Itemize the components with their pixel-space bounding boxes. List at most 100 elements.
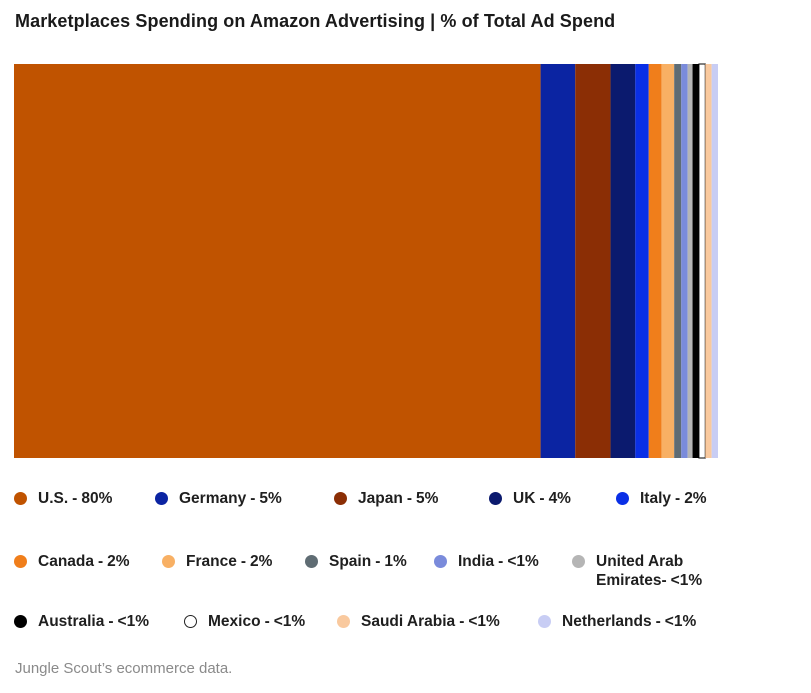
legend-marker-icon [334,492,347,505]
legend-series-value: <1% [507,553,539,570]
legend-marker-icon [538,615,551,628]
legend-series-value: 1% [384,553,407,570]
legend-series-value: <1% [664,613,697,630]
legend-series-value: <1% [670,572,703,589]
legend-item-uk: UK -4% [489,489,571,508]
legend-item-italy: Italy -2% [616,489,707,508]
legend-label: United Arab Emirates- <1% [596,552,702,590]
legend-item-saudi-arabia: Saudi Arabia - <1% [337,612,500,631]
legend-marker-icon [162,555,175,568]
legend-marker-icon [14,555,27,568]
legend-separator: - [498,553,504,570]
legend-marker-icon [155,492,168,505]
legend-series-value: 2% [250,553,273,570]
legend-label: India - <1% [458,552,539,571]
legend-series-name-cont: Emirates [596,572,662,589]
legend-separator: - [108,613,114,630]
legend-series-name: U.S. [38,490,69,507]
legend-marker-icon [616,492,629,505]
legend-label: Netherlands - <1% [562,612,696,631]
legend-label: Mexico - <1% [208,612,305,631]
legend-label: Spain -1% [329,552,407,571]
legend-series-name: France [186,553,237,570]
legend-marker-icon [572,555,585,568]
bar-segment-uk [610,64,636,458]
legend-series-name: Saudi Arabia [361,613,456,630]
legend-item-germany: Germany -5% [155,489,282,508]
bar-segment-france [661,64,675,458]
legend-series-value: 2% [107,553,130,570]
legend-series-value: 80% [81,490,113,507]
legend-label: U.S. -80% [38,489,112,508]
legend-marker-icon [337,615,350,628]
bar-segment-netherlands [711,64,718,458]
bar-segment-u-s [14,64,541,458]
legend-separator: - [406,490,412,507]
legend-separator: - [250,490,256,507]
bar-segment-japan [575,64,611,458]
legend-series-name: Netherlands [562,613,652,630]
legend-series-value: <1% [117,613,149,630]
legend-series-value: 2% [684,490,707,507]
legend-label: Canada -2% [38,552,130,571]
legend-item-india: India - <1% [434,552,539,571]
legend-marker-icon [14,492,27,505]
bar-segment-spain [674,64,682,458]
source-note: Jungle Scout’s ecommerce data. [15,660,233,677]
legend-separator: - [675,490,681,507]
legend-separator: - [240,553,247,570]
legend-series-value: <1% [273,613,306,630]
legend-series-name: India [458,553,495,570]
legend-series-name: Canada [38,553,94,570]
legend-label: Germany -5% [179,489,282,508]
legend-item-mexico: Mexico - <1% [184,612,305,631]
legend-marker-icon [434,555,447,568]
bar-segment-canada [648,64,662,458]
legend-series-name: UK [513,490,536,507]
legend-item-france: France -2% [162,552,272,571]
legend-separator: - [72,490,78,507]
bar-segment-germany [540,64,576,458]
legend-series-name: Spain [329,553,372,570]
legend-separator: - [539,490,545,507]
legend-series-value: 5% [259,490,282,507]
legend-item-spain: Spain -1% [305,552,407,571]
legend-marker-icon [14,615,27,628]
legend-separator: - [98,553,104,570]
legend-series-value: 4% [548,490,571,507]
legend-label: Australia - <1% [38,612,149,631]
legend-series-value: <1% [468,613,500,630]
legend-separator: - [375,553,381,570]
legend-series-name: Mexico [208,613,261,630]
legend-separator: - [459,613,465,630]
bar-segment-australia [692,64,699,458]
legend-marker-icon [489,492,502,505]
legend-item-japan: Japan -5% [334,489,438,508]
legend-series-name: United Arab [596,553,684,570]
bar-segment-italy [635,64,649,458]
legend-series-name: Australia [38,613,105,630]
legend-item-united-arab-emirates: United Arab Emirates- <1% [572,552,702,590]
legend-series-name: Italy [640,490,672,507]
bar-segment-india [681,64,688,458]
legend-separator: - [661,572,667,589]
legend-label: Saudi Arabia - <1% [361,612,500,631]
legend-separator: - [264,613,270,630]
legend-series-name: Japan [358,490,403,507]
legend-marker-icon [184,615,197,628]
legend-item-canada: Canada -2% [14,552,130,571]
legend-separator: - [655,613,661,630]
legend-label: UK -4% [513,489,571,508]
bar-segment-united-arab-emirates [687,64,693,458]
legend-series-name: Germany [179,490,247,507]
legend-item-u-s: U.S. -80% [14,489,112,508]
legend-item-australia: Australia - <1% [14,612,149,631]
legend-series-value: 5% [415,490,439,507]
chart-title: Marketplaces Spending on Amazon Advertis… [15,11,616,31]
legend-label: France -2% [186,552,272,571]
bar-segment-saudi-arabia [705,64,712,458]
legend-label: Japan -5% [358,489,438,508]
legend-label: Italy -2% [640,489,707,508]
legend-item-netherlands: Netherlands - <1% [538,612,696,631]
legend-marker-icon [305,555,318,568]
